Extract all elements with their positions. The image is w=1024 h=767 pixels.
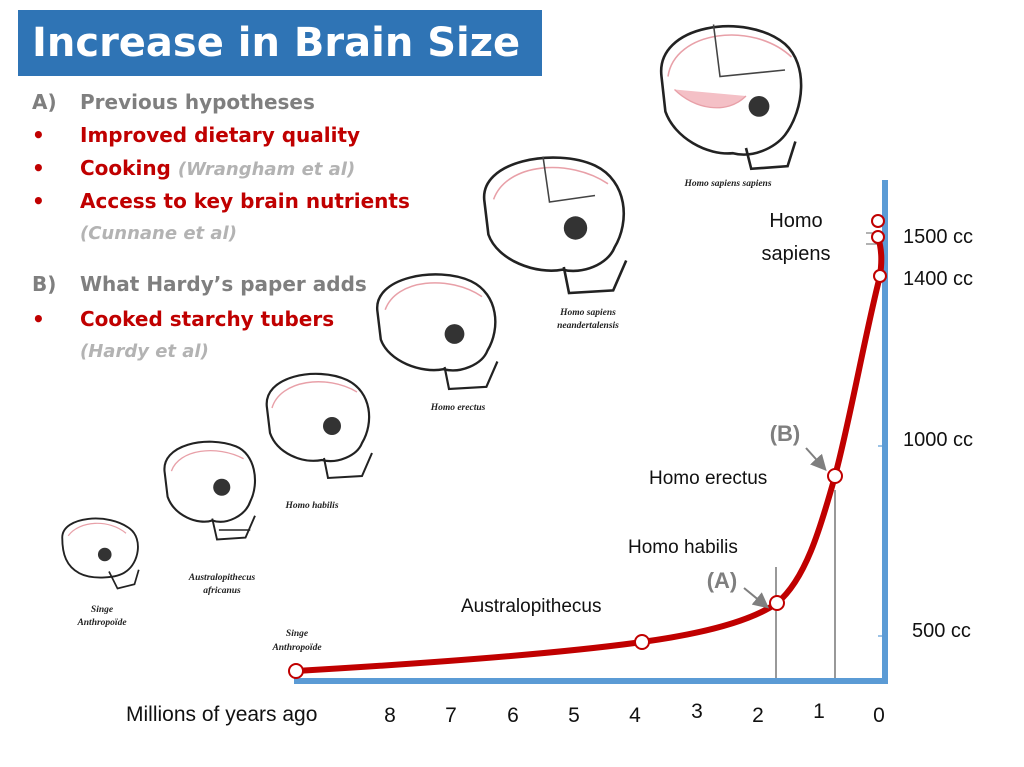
section-b-title: What Hardy’s paper adds — [80, 272, 367, 296]
y-tick-label-500: 500 cc — [912, 620, 971, 642]
bullet-text: Cooked starchy tubers — [80, 307, 335, 331]
slide-title: Increase in Brain Size — [18, 10, 542, 76]
skull-neandertalensis — [483, 156, 628, 295]
marker-a-label: (A) — [707, 568, 738, 593]
skull-homo-habilis-caption: Homo habilis — [284, 501, 338, 511]
skull-homo-sapiens — [660, 24, 803, 171]
point-label-homo-erectus: Homo erectus — [649, 468, 767, 489]
point-label-singe: Singe Anthropoïde — [271, 629, 322, 653]
y-tick-label-1000: 1000 cc — [903, 429, 973, 451]
y-tick-label-1400: 1400 cc — [903, 268, 973, 290]
section-a-title: Previous hypotheses — [80, 90, 315, 114]
point-homo-erectus — [827, 468, 843, 484]
bullet-starchy-tubers: • Cooked starchy tubers — [32, 307, 334, 331]
point-1400 — [873, 269, 887, 283]
skull-singe-anthropoide — [61, 517, 140, 590]
point-australopithecus — [634, 634, 650, 650]
section-b-marker: B) — [32, 272, 57, 296]
x-axis-title: Millions of years ago — [126, 703, 317, 726]
bullet-dot: • — [32, 307, 45, 331]
skull-homo-sapiens-caption: Homo sapiens sapiens — [683, 179, 771, 189]
point-label-homo-sapiens: Homo sapiens — [762, 210, 831, 265]
skull-homo-erectus — [376, 273, 499, 391]
skull-australopithecus — [163, 440, 257, 541]
section-b-heading: B) What Hardy’s paper adds — [32, 272, 367, 296]
skull-neandertalensis-caption: Homo sapiens neandertalensis — [557, 308, 619, 331]
citation-cunnane: (Cunnane et al) — [80, 223, 237, 244]
bullet-text: Access to key brain nutrients — [80, 189, 410, 213]
marker-a-arrow — [743, 587, 770, 609]
bullet-cooking: • Cooking (Wrangham et al) — [32, 156, 355, 180]
bullet-text: Improved dietary quality — [80, 123, 361, 147]
x-tick-4: 4 — [629, 704, 641, 727]
point-singe — [288, 663, 304, 679]
bullet-brain-nutrients: • Access to key brain nutrients — [32, 189, 410, 213]
point-label-australopithecus: Australopithecus — [461, 596, 601, 617]
x-tick-0: 0 — [873, 704, 885, 727]
x-tick-6: 6 — [507, 704, 519, 727]
x-tick-5: 5 — [568, 704, 580, 727]
bullet-dot: • — [32, 156, 45, 180]
y-tick-label-1500: 1500 cc — [903, 226, 973, 248]
bullet-dot: • — [32, 123, 45, 147]
x-tick-7: 7 — [445, 704, 457, 727]
x-tick-8: 8 — [384, 704, 396, 727]
section-a-heading: A) Previous hypotheses — [32, 90, 315, 114]
point-homo-habilis — [769, 595, 785, 611]
bullet-dot: • — [32, 189, 45, 213]
skull-australopithecus-caption: Australopithecus africanus — [188, 573, 256, 596]
skull-singe-caption: Singe Anthropoïde — [76, 605, 127, 628]
bullet-text: Cooking — [80, 156, 171, 180]
bullet-dietary-quality: • Improved dietary quality — [32, 123, 360, 147]
skull-homo-habilis — [265, 372, 373, 480]
x-tick-1: 1 — [813, 700, 825, 723]
citation-wrangham: (Wrangham et al) — [177, 159, 356, 180]
marker-b-label: (B) — [770, 421, 801, 446]
x-tick-3: 3 — [691, 700, 703, 723]
skull-homo-erectus-caption: Homo erectus — [430, 403, 486, 413]
marker-b-arrow — [805, 447, 827, 471]
point-homo-sapiens — [871, 230, 885, 244]
x-tick-2: 2 — [752, 704, 764, 727]
point-label-homo-habilis: Homo habilis — [628, 537, 738, 558]
brain-size-curve — [293, 234, 885, 674]
point-sapiens-top — [871, 214, 885, 228]
citation-hardy: (Hardy et al) — [80, 341, 209, 362]
section-a-marker: A) — [32, 90, 57, 114]
